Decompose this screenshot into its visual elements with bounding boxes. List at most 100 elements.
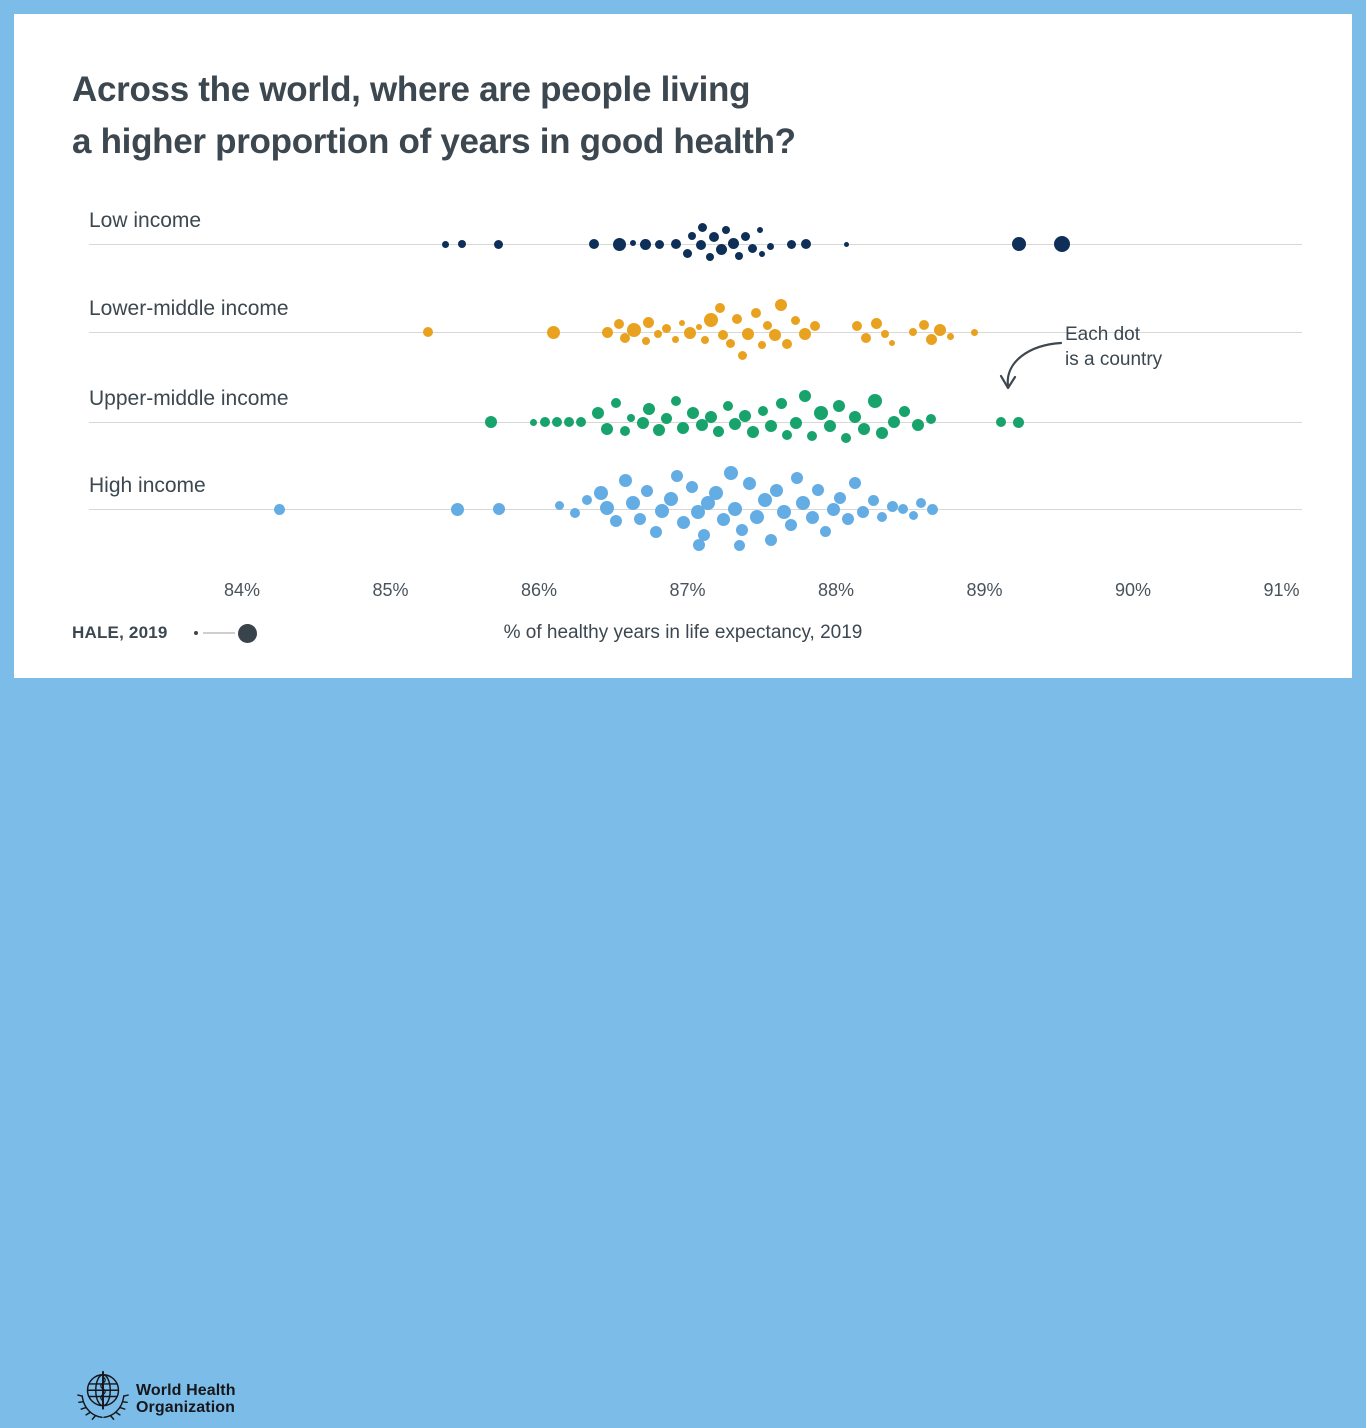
country-dot-lower-middle-income — [925, 333, 937, 345]
country-dot-high-income — [777, 505, 792, 519]
country-dot-lower-middle-income — [547, 325, 561, 339]
size-legend-large-dot-icon — [237, 623, 257, 643]
row-label-upper-middle-income: Upper-middle income — [89, 387, 289, 410]
who-wordmark: World Health Organization — [136, 1382, 236, 1416]
country-dot-high-income — [650, 526, 663, 538]
country-dot-lower-middle-income — [757, 341, 766, 349]
country-dot-high-income — [450, 502, 464, 516]
country-dot-high-income — [600, 501, 615, 515]
country-dot-upper-middle-income — [620, 426, 631, 436]
country-dot-low-income — [670, 239, 681, 249]
country-dot-high-income — [693, 539, 706, 551]
country-dot-high-income — [812, 484, 825, 496]
country-dot-high-income — [685, 481, 698, 493]
country-dot-lower-middle-income — [715, 303, 726, 313]
who-wordmark-line2: Organization — [136, 1399, 235, 1416]
country-dot-low-income — [801, 239, 812, 249]
country-dot-high-income — [736, 524, 749, 536]
country-dot-upper-middle-income — [995, 417, 1006, 427]
row-label-high-income: High income — [89, 474, 206, 497]
country-dot-low-income — [740, 231, 750, 241]
country-dot-high-income — [757, 493, 772, 507]
country-dot-high-income — [764, 534, 777, 546]
x-tick-label: 86% — [520, 580, 558, 600]
size-legend-label: HALE, 2019 — [72, 623, 168, 642]
country-dot-low-income — [629, 240, 636, 246]
country-dot-low-income — [687, 232, 696, 240]
country-dot-low-income — [722, 226, 731, 234]
country-dot-high-income — [655, 504, 670, 518]
country-dot-low-income — [1053, 236, 1070, 252]
country-dot-high-income — [690, 505, 705, 519]
country-dot-high-income — [728, 502, 743, 516]
country-dot-upper-middle-income — [775, 397, 787, 409]
country-dot-high-income — [625, 496, 640, 510]
country-dot-lower-middle-income — [946, 332, 954, 340]
country-dot-high-income — [676, 515, 690, 529]
axis-line-low-income — [89, 244, 1302, 245]
country-dot-lower-middle-income — [696, 324, 703, 330]
country-dot-upper-middle-income — [653, 424, 666, 436]
country-dot-lower-middle-income — [737, 350, 747, 360]
country-dot-high-income — [708, 486, 723, 500]
country-dot-high-income — [908, 510, 918, 520]
country-dot-high-income — [805, 510, 819, 524]
country-dot-upper-middle-income — [713, 425, 725, 437]
country-dot-high-income — [610, 515, 623, 527]
country-dot-upper-middle-income — [824, 420, 837, 432]
country-dot-upper-middle-income — [722, 401, 733, 411]
country-dot-upper-middle-income — [758, 406, 769, 416]
country-dot-lower-middle-income — [763, 320, 773, 330]
country-dot-upper-middle-income — [642, 403, 655, 415]
country-dot-lower-middle-income — [684, 327, 697, 339]
country-dot-upper-middle-income — [739, 410, 752, 422]
x-tick-label: 85% — [372, 580, 409, 600]
country-dot-lower-middle-income — [860, 333, 871, 343]
country-dot-low-income — [728, 237, 740, 249]
country-dot-upper-middle-income — [705, 411, 718, 423]
country-dot-upper-middle-income — [798, 390, 811, 402]
country-dot-upper-middle-income — [789, 417, 802, 429]
country-dot-upper-middle-income — [867, 394, 882, 408]
chart-title-line2: a higher proportion of years in good hea… — [72, 122, 796, 161]
country-dot-low-income — [695, 240, 706, 250]
country-dot-low-income — [757, 227, 764, 233]
country-dot-upper-middle-income — [551, 417, 562, 427]
x-tick-label: 90% — [1114, 580, 1152, 600]
annotation-line2: is a country — [1065, 349, 1163, 370]
country-dot-low-income — [697, 222, 707, 232]
country-dot-low-income — [716, 243, 728, 255]
country-dot-upper-middle-income — [926, 414, 937, 424]
country-dot-upper-middle-income — [858, 423, 871, 435]
country-dot-lower-middle-income — [870, 317, 882, 329]
country-dot-low-income — [683, 248, 692, 258]
country-dot-upper-middle-income — [781, 430, 792, 440]
country-dot-upper-middle-income — [887, 416, 900, 428]
country-dot-lower-middle-income — [851, 321, 862, 331]
country-dot-low-income — [843, 241, 849, 247]
country-dot-low-income — [735, 252, 744, 260]
country-dot-lower-middle-income — [422, 327, 433, 337]
country-dot-high-income — [581, 495, 592, 505]
x-tick-label: 84% — [223, 580, 261, 600]
country-dot-upper-middle-income — [911, 419, 924, 431]
country-dot-lower-middle-income — [781, 339, 792, 349]
country-dot-lower-middle-income — [889, 340, 896, 346]
country-dot-upper-middle-income — [539, 417, 550, 427]
country-dot-upper-middle-income — [670, 396, 681, 406]
country-dot-upper-middle-income — [807, 431, 818, 441]
country-dot-high-income — [701, 496, 716, 510]
country-dot-lower-middle-income — [970, 328, 978, 336]
country-dot-lower-middle-income — [933, 324, 946, 336]
row-label-lower-middle-income: Lower-middle income — [89, 297, 289, 320]
country-dot-high-income — [743, 476, 757, 490]
country-dot-lower-middle-income — [750, 308, 761, 318]
annotation-arrow-icon — [999, 341, 1063, 390]
size-legend: HALE, 2019 — [72, 622, 257, 644]
country-dot-lower-middle-income — [701, 336, 710, 344]
country-dot-high-income — [697, 529, 710, 541]
country-dot-high-income — [641, 485, 654, 497]
country-dot-upper-middle-income — [601, 423, 614, 435]
country-dot-upper-middle-income — [1013, 416, 1025, 428]
country-dot-low-income — [654, 239, 664, 249]
